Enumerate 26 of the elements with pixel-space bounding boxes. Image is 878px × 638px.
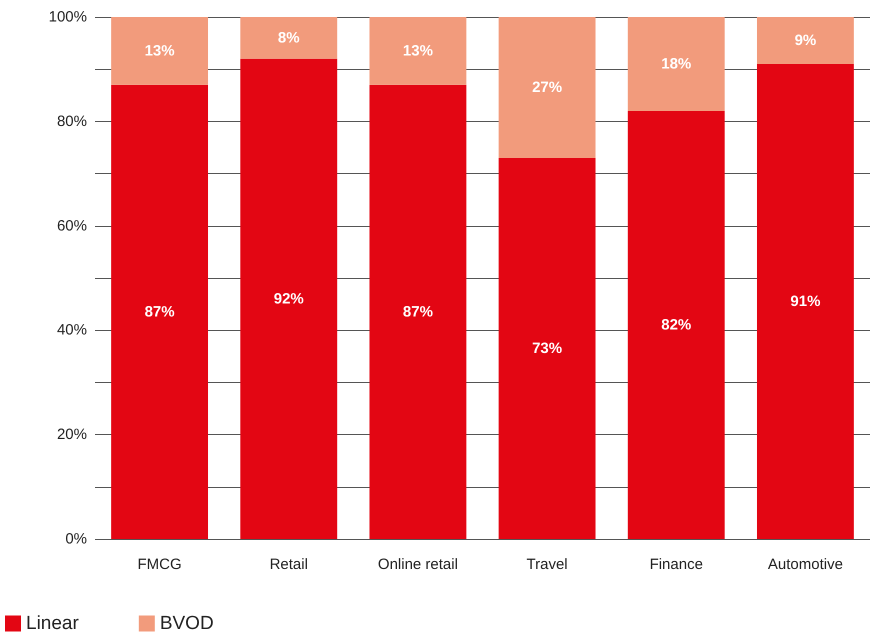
- x-tick-label: Online retail: [378, 556, 458, 573]
- y-tick-label: 0%: [65, 530, 87, 548]
- y-tick-label: 20%: [56, 426, 87, 444]
- data-label: 87%: [402, 303, 433, 320]
- x-tick-label: Automotive: [768, 556, 843, 573]
- data-label: 27%: [532, 78, 562, 96]
- x-tick-label: Travel: [526, 556, 568, 573]
- y-tick-label: 60%: [56, 217, 87, 234]
- x-tick-label: FMCG: [137, 556, 182, 573]
- data-label: 92%: [274, 290, 304, 308]
- x-tick-label: Retail: [270, 556, 308, 573]
- data-label: 9%: [794, 32, 816, 49]
- legend-label: Linear: [26, 613, 80, 634]
- y-tick-label: 80%: [56, 112, 87, 130]
- data-label: 18%: [661, 55, 692, 72]
- data-label: 87%: [144, 303, 175, 320]
- legend-label: BVOD: [160, 613, 214, 634]
- y-tick-label: 100%: [48, 8, 87, 26]
- data-label: 8%: [278, 29, 300, 46]
- data-label: 73%: [532, 340, 562, 357]
- data-label: 82%: [661, 316, 692, 334]
- data-label: 91%: [790, 292, 820, 310]
- y-tick-label: 40%: [56, 322, 87, 339]
- data-label: 13%: [402, 42, 433, 60]
- x-tick-label: Finance: [650, 556, 703, 573]
- data-label: 13%: [144, 42, 175, 60]
